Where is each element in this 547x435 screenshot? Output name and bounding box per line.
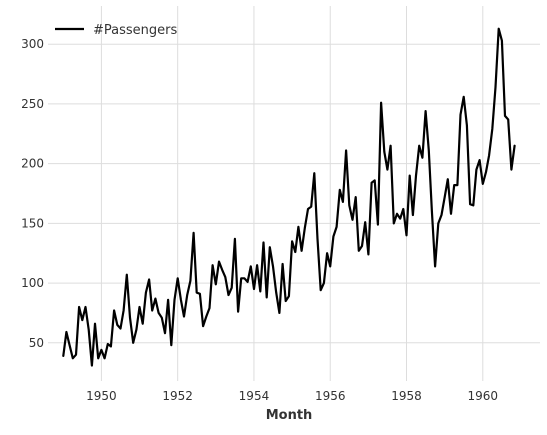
- y-axis-ticks: 50 100 150 200 250 300: [21, 37, 44, 350]
- y-tick-label: 100: [21, 276, 44, 290]
- x-axis-label: Month: [266, 408, 313, 423]
- series-group: [62, 27, 516, 367]
- y-tick-label: 200: [21, 157, 44, 171]
- x-tick-label: 1952: [162, 389, 193, 403]
- y-tick-label: 300: [21, 37, 44, 51]
- y-tick-label: 250: [21, 97, 44, 111]
- series-line-passengers: [62, 27, 516, 367]
- x-tick-label: 1956: [315, 389, 346, 403]
- y-tick-label: 50: [29, 336, 44, 350]
- x-tick-label: 1950: [86, 389, 117, 403]
- x-tick-label: 1960: [468, 389, 499, 403]
- y-tick-label: 150: [21, 216, 44, 230]
- grid-lines: [48, 6, 540, 381]
- x-tick-label: 1954: [239, 389, 270, 403]
- x-axis-ticks: 1950 1952 1954 1956 1958 1960: [86, 389, 498, 403]
- legend-label: #Passengers: [93, 23, 177, 38]
- legend: #Passengers: [55, 23, 177, 38]
- x-tick-label: 1958: [391, 389, 422, 403]
